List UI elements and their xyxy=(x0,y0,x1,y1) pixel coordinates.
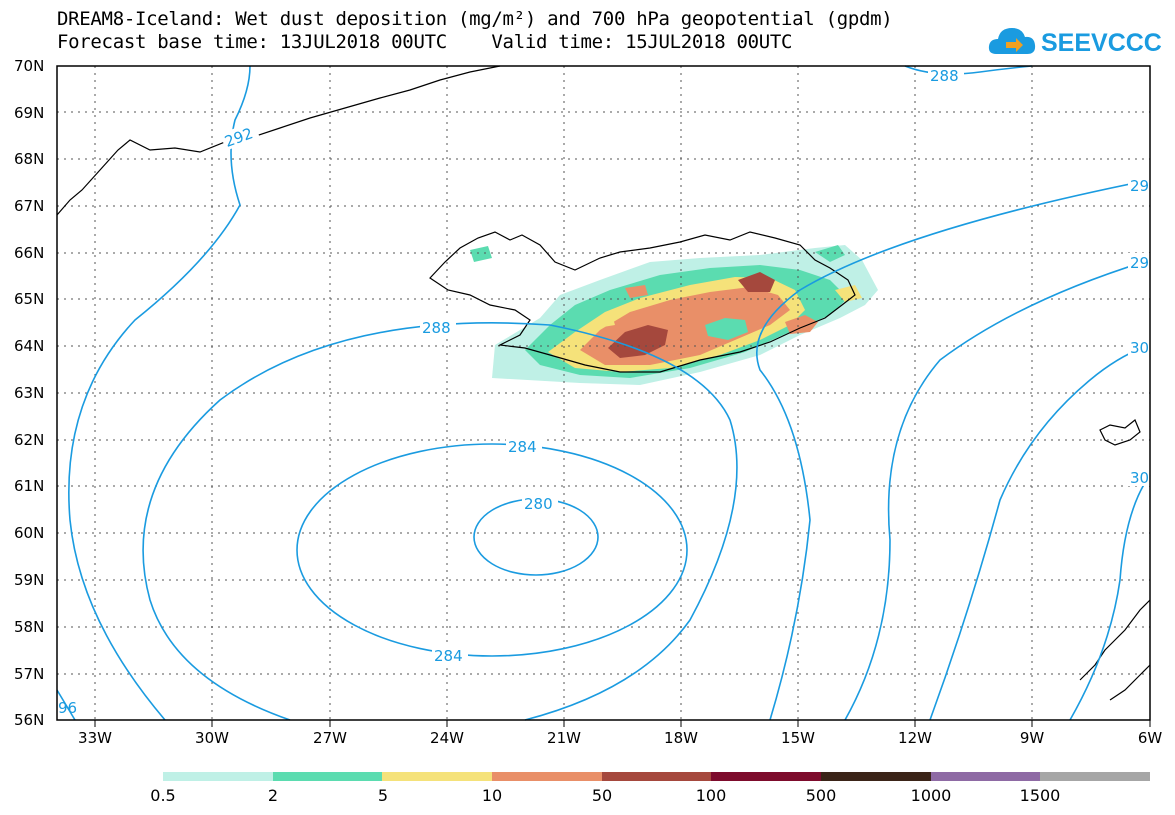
legend-label: 1500 xyxy=(1019,786,1061,805)
map-frame xyxy=(56,65,1151,721)
legend-swatch xyxy=(601,772,712,781)
lat-label: 68N xyxy=(14,150,44,168)
contour-296-a xyxy=(756,179,1151,721)
legend-swatch xyxy=(163,772,273,781)
contour-300-b xyxy=(1069,474,1151,721)
lon-label: 6W xyxy=(1138,729,1163,747)
forecast-time-line: Forecast base time: 13JUL2018 00UTC Vali… xyxy=(57,31,793,53)
cloud-icon xyxy=(988,28,1036,54)
faroe-islands xyxy=(1099,419,1141,446)
contour-label: 284 xyxy=(508,438,537,456)
latitude-labels: 70N 69N 68N 67N 66N 65N 64N 63N 62N 61N … xyxy=(14,57,44,729)
lon-label: 9W xyxy=(1020,729,1045,747)
contour-300-a xyxy=(929,344,1151,721)
lat-label: 58N xyxy=(14,618,44,636)
iceland-coast xyxy=(429,231,856,373)
contour-label: 29 xyxy=(1130,254,1149,272)
legend-label: 1000 xyxy=(910,786,952,805)
legend-label: 0.5 xyxy=(150,786,176,805)
map-title: DREAM8-Iceland: Wet dust deposition (mg/… xyxy=(57,8,893,30)
lon-label: 33W xyxy=(78,729,112,747)
lat-label: 67N xyxy=(14,197,44,215)
contour-label: 29 xyxy=(1130,177,1149,195)
lat-label: 62N xyxy=(14,431,44,449)
lat-label: 57N xyxy=(14,665,44,683)
legend-swatch xyxy=(272,772,383,781)
contour-296-b xyxy=(844,259,1151,721)
lon-label: 18W xyxy=(664,729,698,747)
legend-swatch xyxy=(1040,772,1151,781)
lon-label: 27W xyxy=(313,729,347,747)
lat-label: 59N xyxy=(14,571,44,589)
lat-label: 61N xyxy=(14,477,44,495)
lat-label: 63N xyxy=(14,384,44,402)
scotland-coast xyxy=(1079,599,1151,701)
contour-label: 292 xyxy=(222,124,255,151)
lon-label: 24W xyxy=(430,729,464,747)
contour-label: 288 xyxy=(422,319,451,337)
lat-label: 65N xyxy=(14,290,44,308)
legend-labels: 0.5 2 5 10 50 100 500 1000 1500 xyxy=(0,786,1175,806)
lon-label: 21W xyxy=(547,729,581,747)
contour-label: 96 xyxy=(58,699,77,717)
contour-west xyxy=(56,689,76,721)
lat-label: 70N xyxy=(14,57,44,75)
legend-swatch xyxy=(382,772,493,781)
legend-swatch xyxy=(492,772,602,781)
contour-288 xyxy=(142,322,738,721)
longitude-labels: 33W 30W 27W 24W 21W 18W 15W 12W 9W 6W xyxy=(78,729,1162,747)
dust-deposition-field xyxy=(470,245,878,385)
lon-label: 15W xyxy=(781,729,815,747)
legend-label: 10 xyxy=(481,786,503,805)
legend-label: 500 xyxy=(805,786,837,805)
contour-label: 284 xyxy=(434,647,463,665)
lat-label: 64N xyxy=(14,337,44,355)
contour-288-north xyxy=(904,65,1033,75)
lat-label: 66N xyxy=(14,244,44,262)
contour-label: 30 xyxy=(1130,339,1149,357)
legend-swatch xyxy=(930,772,1041,781)
contour-label-group: 288 292 288 284 280 284 29 29 30 30 96 xyxy=(58,66,1150,717)
lat-label: 60N xyxy=(14,524,44,542)
seevccc-logo: SEEVCCC xyxy=(988,28,1162,57)
legend-swatch xyxy=(711,772,822,781)
lat-lon-grid xyxy=(57,66,1150,720)
legend-label: 50 xyxy=(591,786,613,805)
legend-label: 2 xyxy=(267,786,279,805)
greenland-coast xyxy=(56,65,501,216)
legend-label: 100 xyxy=(695,786,727,805)
geopotential-contours xyxy=(56,65,1151,721)
contour-label: 288 xyxy=(930,67,959,85)
legend-swatch xyxy=(821,772,931,781)
contour-284 xyxy=(296,443,688,657)
dust-level-50 xyxy=(608,272,775,358)
lat-label: 69N xyxy=(14,104,44,122)
contour-label: 280 xyxy=(524,495,553,513)
lon-label: 12W xyxy=(898,729,932,747)
legend-label: 5 xyxy=(377,786,389,805)
color-legend-bar xyxy=(163,772,1151,781)
lon-label: 30W xyxy=(195,729,229,747)
logo-text: SEEVCCC xyxy=(1041,29,1162,57)
contour-label: 30 xyxy=(1130,469,1149,487)
axis-ticks xyxy=(94,720,1151,727)
lat-label: 56N xyxy=(14,711,44,729)
contour-292 xyxy=(68,65,251,721)
